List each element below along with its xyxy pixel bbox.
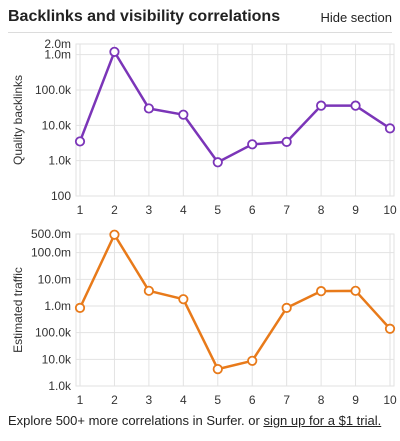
data-point[interactable] <box>143 103 154 114</box>
y-tick-label: 1.0m <box>44 48 71 62</box>
x-tick-label: 1 <box>77 393 84 407</box>
y-tick-label: 10.0k <box>42 352 72 366</box>
x-tick-label: 4 <box>180 393 187 407</box>
x-tick-label: 6 <box>249 203 256 217</box>
data-point[interactable] <box>74 136 86 147</box>
quality-backlinks-chart: 100 1.0k 10.0k 100.0k 1.0m2.0m 1 2 3 4 5 6 7 8 9 10 Qua… <box>11 37 397 217</box>
data-point[interactable] <box>316 100 327 111</box>
x-tick-label: 5 <box>214 393 221 407</box>
estimated-traffic-chart: 1.0k 10.0k 100.0k 1.0m 10.0m 100.0m 500.0m 1 2 3 4… <box>11 227 397 407</box>
y-axis-title: Estimated traffic <box>11 267 25 353</box>
series-line <box>78 233 391 371</box>
series-line <box>78 50 391 164</box>
y-tick-label: 100.0m <box>31 246 71 260</box>
plot-area <box>75 233 395 387</box>
data-point[interactable] <box>109 46 120 57</box>
y-tick-label: 10.0k <box>42 118 72 132</box>
x-tick-label: 8 <box>318 393 325 407</box>
y-tick-label: 10.0m <box>38 272 71 286</box>
x-tick-label: 2 <box>111 203 118 217</box>
y-tick-label: 100 <box>51 189 71 203</box>
x-tick-label: 9 <box>352 393 359 407</box>
y-tick-label: 100.0k <box>35 326 72 340</box>
y-tick-label: 1.0k <box>48 379 72 393</box>
x-tick-label: 5 <box>214 203 221 217</box>
x-tick-label: 1 <box>77 203 84 217</box>
x-tick-label: 7 <box>283 393 290 407</box>
y-axis-title: Quality backlinks <box>11 75 25 165</box>
x-tick-label: 4 <box>180 203 187 217</box>
section-header: Backlinks and visibility correlations Hi… <box>8 2 392 33</box>
data-point[interactable] <box>350 285 361 296</box>
x-tick-label: 2 <box>111 393 118 407</box>
trial-signup-link[interactable]: sign up for a $1 trial. <box>263 413 382 428</box>
x-tick-label: 7 <box>283 203 290 217</box>
section-title: Backlinks and visibility correlations <box>8 8 281 25</box>
data-point[interactable] <box>384 323 396 334</box>
data-point[interactable] <box>281 302 292 313</box>
footer-text: Explore 500+ more correlations in Surfer… <box>8 413 264 428</box>
data-point[interactable] <box>178 294 189 305</box>
x-tick-label: 3 <box>146 393 153 407</box>
y-tick-label: 1.0k <box>48 154 72 168</box>
y-tick-label: 100.0k <box>35 83 72 97</box>
y-tick-label: 500.0m <box>31 227 71 241</box>
data-point[interactable] <box>212 157 223 168</box>
data-point[interactable] <box>247 139 258 150</box>
data-point[interactable] <box>247 355 258 366</box>
x-tick-label: 6 <box>249 393 256 407</box>
hide-section-button[interactable]: Hide section <box>320 9 392 25</box>
y-tick-label: 1.0m <box>44 299 71 313</box>
x-tick-label: 8 <box>318 203 325 217</box>
data-point[interactable] <box>350 100 361 111</box>
x-tick-label: 10 <box>383 393 397 407</box>
data-point[interactable] <box>74 302 86 313</box>
x-tick-label: 9 <box>352 203 359 217</box>
footer-note: Explore 500+ more correlations in Surfer… <box>8 413 381 428</box>
data-point[interactable] <box>109 229 120 240</box>
data-point[interactable] <box>143 285 154 296</box>
data-point[interactable] <box>178 109 189 120</box>
x-tick-label: 3 <box>146 203 153 217</box>
data-point[interactable] <box>384 123 396 134</box>
x-tick-label: 10 <box>383 203 397 217</box>
y-tick-label: 2.0m <box>44 37 71 51</box>
data-point[interactable] <box>316 286 327 297</box>
data-point[interactable] <box>212 364 223 375</box>
data-point[interactable] <box>281 136 292 147</box>
